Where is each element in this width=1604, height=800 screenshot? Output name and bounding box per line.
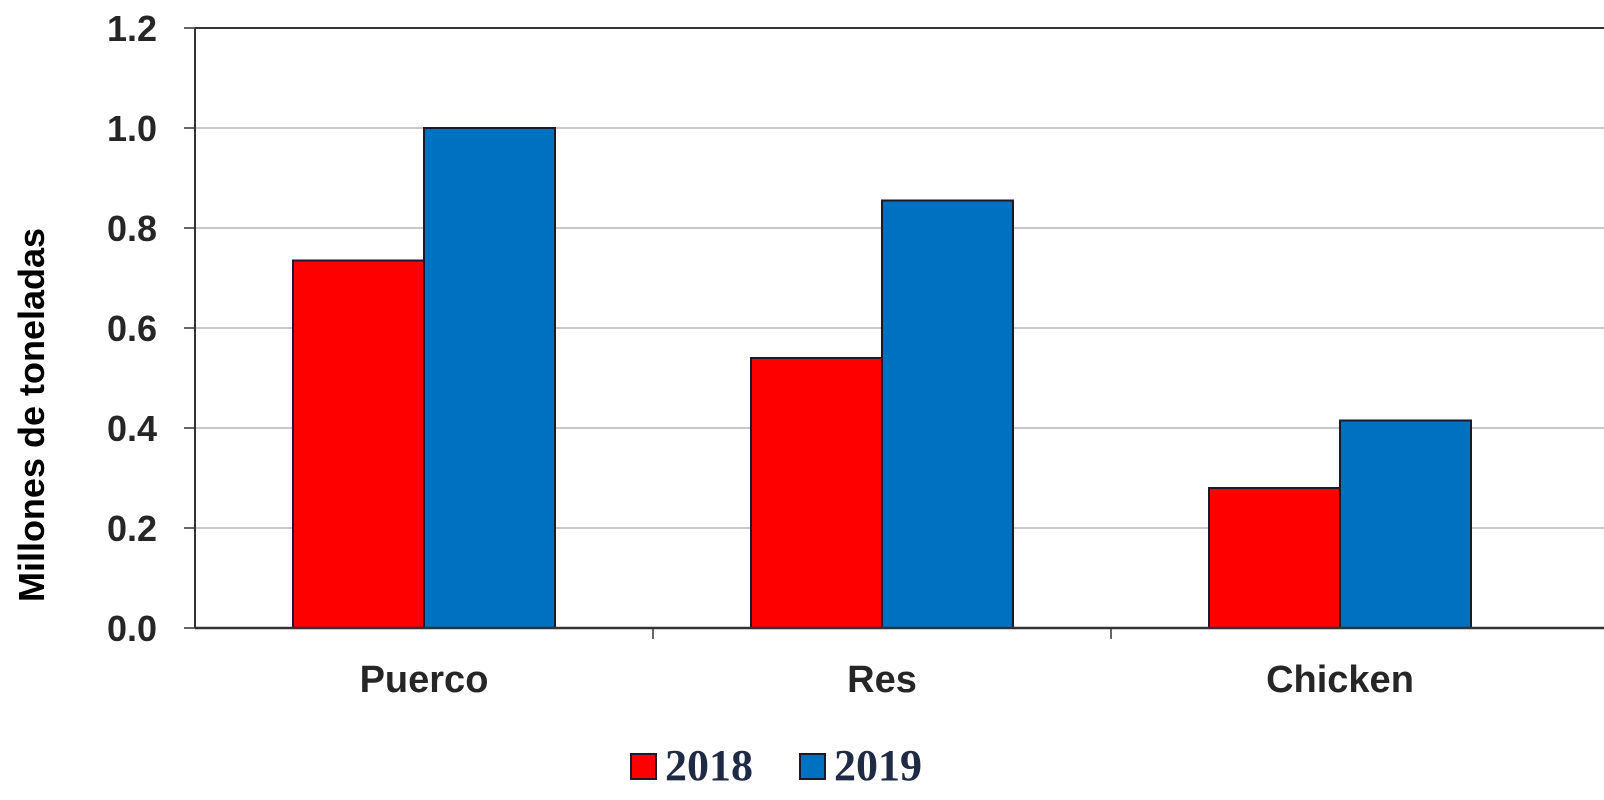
bar-2019-chicken <box>1339 419 1472 629</box>
y-tick-labels: 0.0 0.2 0.4 0.6 0.8 1.0 1.2 <box>107 8 157 649</box>
y-tick-label: 0.6 <box>107 308 157 349</box>
legend-swatch-2019 <box>799 753 826 780</box>
bar-2019-puerco <box>423 127 556 629</box>
y-tick-label: 1.2 <box>107 8 157 49</box>
bars <box>292 127 1472 629</box>
y-tick-label: 1.0 <box>107 108 157 149</box>
x-category-labels: Puerco Res Chicken <box>360 659 1414 701</box>
legend-label-2018: 2018 <box>665 741 753 790</box>
legend: 2018 2019 <box>630 741 922 790</box>
bar-2019-res <box>881 199 1014 629</box>
bar-2018-res <box>750 357 883 629</box>
y-tick-label: 0.2 <box>107 508 157 549</box>
legend-swatch-2018 <box>630 753 657 780</box>
bar-2018-puerco <box>292 259 425 629</box>
x-category-label: Res <box>847 659 917 701</box>
y-axis-title: Millones de toneladas <box>11 228 52 602</box>
legend-label-2019: 2019 <box>834 741 922 790</box>
y-tick-label: 0.4 <box>107 408 157 449</box>
y-tick-label: 0.0 <box>107 608 157 649</box>
x-category-label: Chicken <box>1266 659 1414 701</box>
bar-2018-chicken <box>1208 487 1341 629</box>
axes <box>184 27 1604 639</box>
x-category-label: Puerco <box>360 659 489 701</box>
y-tick-label: 0.8 <box>107 208 157 249</box>
